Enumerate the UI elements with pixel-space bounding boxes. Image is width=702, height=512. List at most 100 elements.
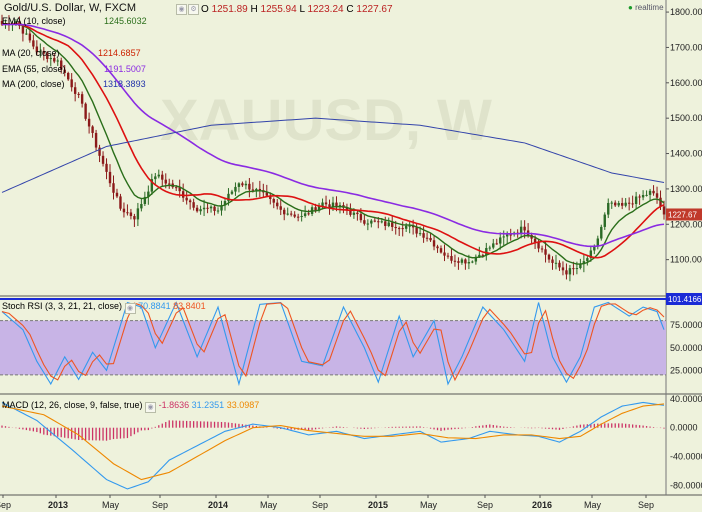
candle-body: [115, 192, 119, 197]
x-tick-label: 2016: [532, 500, 552, 510]
macd-header: MACD (12, 26, close, 9, false, true) ◉ -…: [2, 400, 260, 413]
candle-body: [202, 207, 206, 210]
candle-body: [251, 189, 255, 191]
candle-body: [638, 196, 641, 198]
candle-body: [53, 58, 56, 62]
candle-body: [276, 202, 279, 207]
candle-body: [349, 210, 352, 215]
stoch-d-line: [1, 302, 665, 382]
candle-body: [439, 248, 443, 253]
candle-body: [387, 222, 390, 226]
candle-body: [614, 202, 617, 206]
indicator-label: EMA (10, close): [2, 16, 69, 26]
candle-body: [593, 246, 596, 251]
candle-body: [265, 192, 268, 196]
macd-panel-bg: [0, 395, 666, 495]
x-tick-label: Sep: [152, 500, 168, 510]
indicator-row[interactable]: EMA (10, close) 1245.6032: [2, 16, 147, 26]
candle-body: [422, 233, 425, 238]
candle-body: [363, 220, 366, 224]
candle-body: [73, 87, 77, 94]
candle-body: [136, 208, 140, 220]
candle-body: [492, 243, 495, 248]
candle-body: [617, 203, 620, 206]
candle-body: [241, 183, 244, 186]
candle-body: [168, 183, 171, 185]
candle-body: [408, 225, 411, 227]
candle-body: [119, 196, 122, 209]
candle-body: [223, 201, 227, 206]
candle-body: [175, 187, 178, 189]
indicator-row[interactable]: EMA (55, close) 1191.5007: [2, 64, 146, 74]
candle-body: [662, 206, 666, 215]
candle-body: [67, 72, 70, 80]
chart-title-bar: Gold/U.S. Dollar, W, FXCM: [4, 2, 136, 14]
candle-body: [35, 46, 39, 53]
candle-body: [317, 206, 321, 211]
indicator-row[interactable]: MA (200, close) 1318.3893: [2, 79, 146, 89]
ma200-line: [1, 117, 665, 193]
candle-body: [575, 268, 579, 270]
candle-body: [411, 225, 415, 228]
stoch-highlight-badge: [666, 293, 702, 305]
x-tick-label: May: [102, 500, 120, 510]
candle-body: [296, 216, 300, 218]
ohlc-values: O 1251.89 H 1255.94 L 1223.24 C 1227.67: [201, 4, 393, 15]
candle-body: [432, 240, 436, 247]
candle-body: [213, 206, 216, 211]
stoch-tick-label: 50.0000: [670, 343, 702, 353]
candle-body: [105, 163, 108, 172]
candle-body: [307, 213, 310, 215]
candle-body: [356, 212, 359, 215]
candle-body: [425, 237, 429, 239]
candle-body: [467, 262, 471, 264]
price-tick-label: 1800.00: [670, 7, 702, 17]
candle-body: [547, 254, 551, 260]
candle-body: [269, 195, 272, 199]
indicator-label: EMA (55, close): [2, 64, 69, 74]
candle-body: [42, 50, 46, 54]
candle-body: [607, 202, 610, 215]
candle-body: [554, 262, 558, 264]
candle-body: [610, 202, 613, 204]
candle-body: [537, 242, 540, 249]
candle-body: [533, 238, 537, 243]
candle-body: [161, 174, 164, 180]
candle-body: [234, 186, 237, 192]
candle-body: [49, 58, 52, 60]
candle-body: [112, 183, 115, 193]
candle-body: [600, 226, 603, 239]
candle-body: [582, 261, 586, 265]
candle-body: [488, 247, 491, 249]
candle-body: [279, 206, 282, 210]
candle-body: [91, 126, 94, 133]
candle-body: [620, 203, 624, 206]
indicator-label: MA (200, close): [2, 79, 68, 89]
candle-body: [464, 259, 467, 264]
candle-body: [126, 212, 129, 214]
last-price-badge: [666, 208, 702, 221]
candle-body: [478, 254, 481, 257]
candle-body: [380, 221, 383, 223]
candle-body: [63, 69, 66, 73]
candle-body: [147, 191, 150, 197]
symbol-title[interactable]: Gold/U.S. Dollar, W, FXCM: [4, 2, 137, 14]
candle-body: [436, 246, 439, 249]
ema10-line: [1, 22, 665, 265]
candle-body: [509, 234, 512, 236]
candle-body: [366, 223, 370, 225]
candle-body: [157, 174, 160, 177]
candle-body: [443, 252, 446, 256]
candle-body: [46, 53, 49, 59]
settings-icon[interactable]: ⚙: [188, 4, 199, 15]
eye-icon[interactable]: ◉: [145, 402, 157, 413]
eye-icon[interactable]: ◉: [176, 4, 187, 15]
eye-icon[interactable]: ◉: [124, 303, 136, 314]
indicator-row[interactable]: MA (20, close) 1214.6857: [2, 48, 141, 58]
macd-tick-label: -40.0000: [670, 452, 702, 462]
ma20-line: [1, 22, 665, 259]
candle-body: [404, 225, 408, 229]
candle-body: [471, 261, 474, 263]
price-tick-label: 1600.00: [670, 78, 702, 88]
